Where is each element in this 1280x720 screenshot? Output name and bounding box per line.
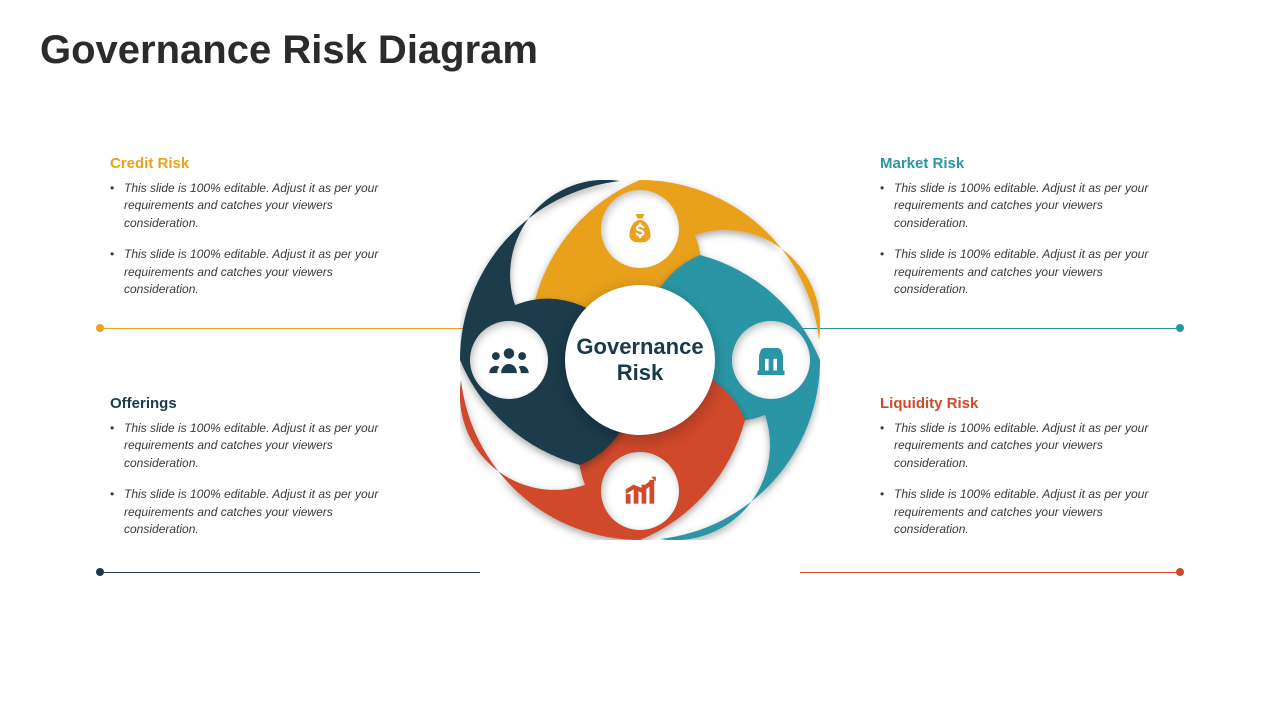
list-item: This slide is 100% editable. Adjust it a…: [880, 180, 1180, 232]
bank-icon: [753, 342, 789, 378]
liquidity-title: Liquidity Risk: [880, 395, 1180, 412]
leader-line-liquidity: [800, 572, 1180, 573]
liquidity-bullets: This slide is 100% editable. Adjust it a…: [880, 420, 1180, 538]
money-bag-icon: [622, 211, 658, 247]
page-title: Governance Risk Diagram: [40, 28, 538, 73]
people-icon: [488, 344, 530, 376]
leader-line-offerings: [100, 572, 480, 573]
credit-bullets: This slide is 100% editable. Adjust it a…: [110, 180, 410, 298]
list-item: This slide is 100% editable. Adjust it a…: [880, 246, 1180, 298]
governance-risk-diagram: Governance Risk: [460, 180, 820, 540]
list-item: This slide is 100% editable. Adjust it a…: [110, 246, 410, 298]
leader-dot-liquidity: [1176, 568, 1184, 576]
list-item: This slide is 100% editable. Adjust it a…: [110, 180, 410, 232]
center-label: Governance Risk: [565, 285, 715, 435]
icon-circle-credit: [601, 190, 679, 268]
list-item: This slide is 100% editable. Adjust it a…: [110, 486, 410, 538]
market-bullets: This slide is 100% editable. Adjust it a…: [880, 180, 1180, 298]
list-item: This slide is 100% editable. Adjust it a…: [880, 420, 1180, 472]
market-title: Market Risk: [880, 155, 1180, 172]
leader-line-credit: [100, 328, 480, 329]
leader-line-market: [800, 328, 1180, 329]
credit-title: Credit Risk: [110, 155, 410, 172]
block-liquidity-risk: Liquidity Risk This slide is 100% editab…: [880, 395, 1180, 552]
icon-circle-market: [732, 321, 810, 399]
offerings-bullets: This slide is 100% editable. Adjust it a…: [110, 420, 410, 538]
offerings-title: Offerings: [110, 395, 410, 412]
block-offerings: Offerings This slide is 100% editable. A…: [110, 395, 410, 552]
leader-dot-market: [1176, 324, 1184, 332]
block-credit-risk: Credit Risk This slide is 100% editable.…: [110, 155, 410, 312]
list-item: This slide is 100% editable. Adjust it a…: [110, 420, 410, 472]
list-item: This slide is 100% editable. Adjust it a…: [880, 486, 1180, 538]
block-market-risk: Market Risk This slide is 100% editable.…: [880, 155, 1180, 312]
leader-dot-offerings: [96, 568, 104, 576]
leader-dot-credit: [96, 324, 104, 332]
icon-circle-offerings: [470, 321, 548, 399]
growth-chart-icon: [621, 472, 659, 510]
icon-circle-liquidity: [601, 452, 679, 530]
